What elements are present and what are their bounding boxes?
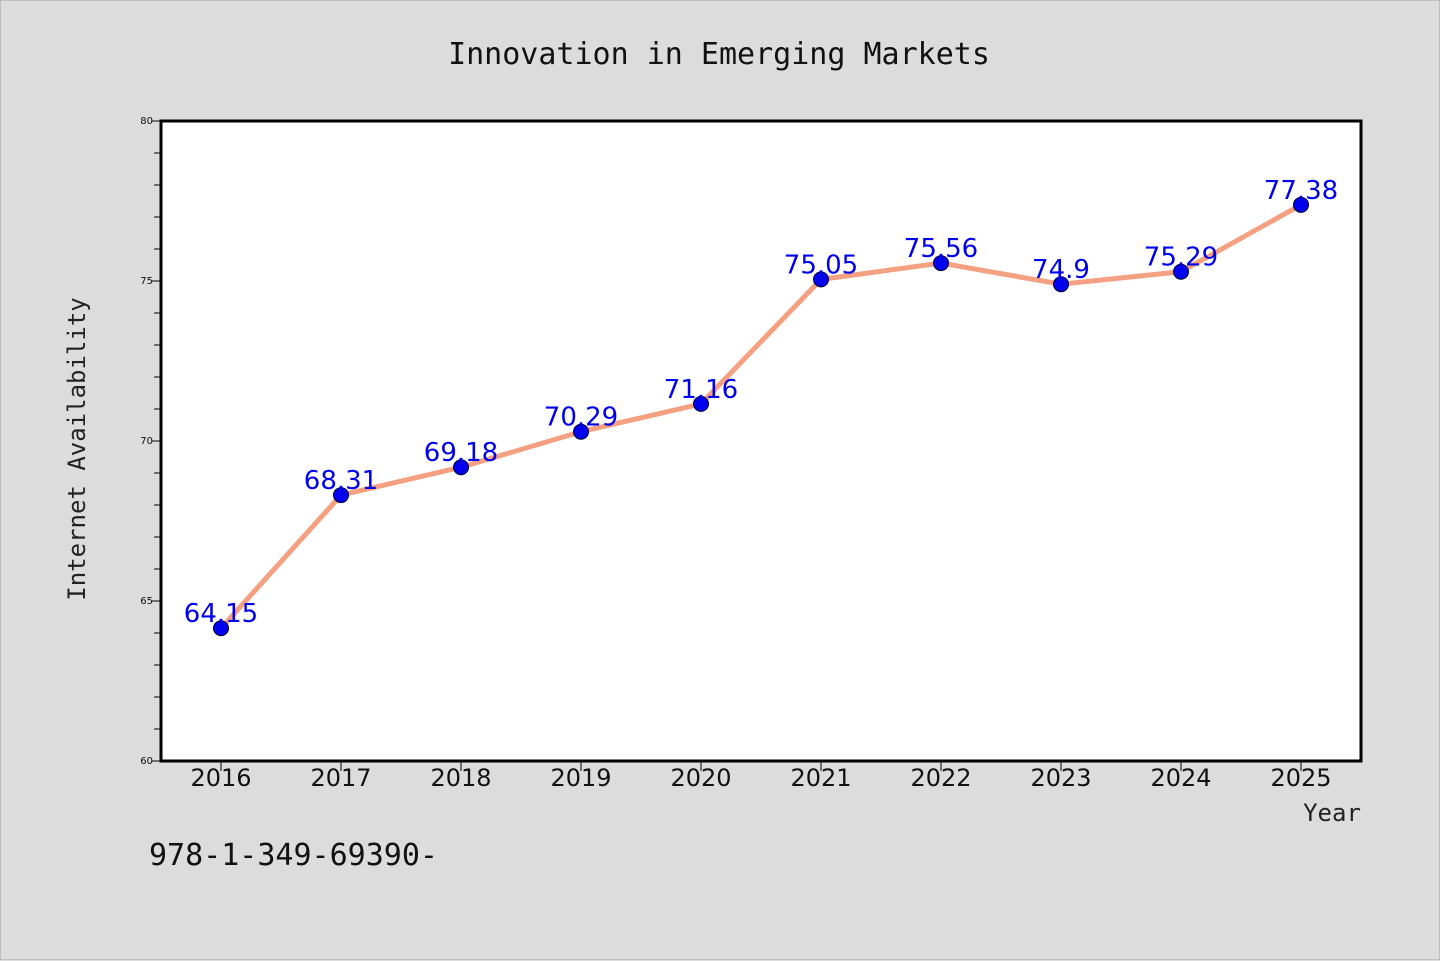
data-point xyxy=(1173,263,1189,280)
x-tick-label: 2020 xyxy=(670,764,731,792)
x-tick-label: 2022 xyxy=(910,764,971,792)
y-tick-label: 65 xyxy=(140,596,153,607)
data-label: 75.56 xyxy=(904,234,978,264)
data-label: 68.31 xyxy=(304,466,378,496)
data-label: 64.15 xyxy=(184,599,258,629)
data-point xyxy=(693,395,709,412)
series-line xyxy=(218,202,1304,631)
footer-text: 978-1-349-69390- xyxy=(149,838,438,873)
y-axis-label: Internet Availability xyxy=(63,297,91,600)
y-tick-label: 80 xyxy=(140,116,153,127)
data-point xyxy=(933,255,949,272)
data-label: 69.18 xyxy=(424,438,498,468)
data-point xyxy=(1293,196,1309,213)
data-labels: 64.15 68.31 69.18 70.29 71.16 75.05 75.56 74.9 7… xyxy=(184,176,1338,629)
y-tick-label: 60 xyxy=(140,756,153,767)
x-tick-label: 2016 xyxy=(190,764,251,792)
data-label: 74.9 xyxy=(1032,255,1090,285)
x-tick-label: 2019 xyxy=(550,764,611,792)
x-tick-label: 2023 xyxy=(1030,764,1091,792)
series-markers xyxy=(213,196,1309,637)
x-axis-label: Year xyxy=(1303,799,1361,827)
data-label: 70.29 xyxy=(544,403,618,433)
chart-title: Innovation in Emerging Markets xyxy=(448,37,990,72)
x-tick-label: 2024 xyxy=(1150,764,1211,792)
y-tick-label: 70 xyxy=(140,436,153,447)
data-label: 75.05 xyxy=(784,250,858,280)
plot-area xyxy=(159,119,1363,763)
data-point xyxy=(813,271,829,288)
data-point xyxy=(1053,276,1069,293)
x-tick-label: 2021 xyxy=(790,764,851,792)
data-label: 71.16 xyxy=(664,375,738,405)
x-tick-label: 2025 xyxy=(1270,764,1331,792)
data-point xyxy=(333,487,349,504)
data-label: 77.38 xyxy=(1264,176,1338,206)
x-axis: 2016 2017 2018 2019 2020 2021 2022 2023 2024 2025 xyxy=(190,761,1332,792)
data-point xyxy=(453,459,469,476)
y-tick-label: 75 xyxy=(140,276,153,287)
y-axis: 60 65 70 75 80 xyxy=(140,116,161,767)
x-tick-label: 2017 xyxy=(310,764,371,792)
data-point xyxy=(573,423,589,440)
data-point xyxy=(213,620,229,637)
data-label: 75.29 xyxy=(1144,243,1218,273)
x-tick-label: 2018 xyxy=(430,764,491,792)
